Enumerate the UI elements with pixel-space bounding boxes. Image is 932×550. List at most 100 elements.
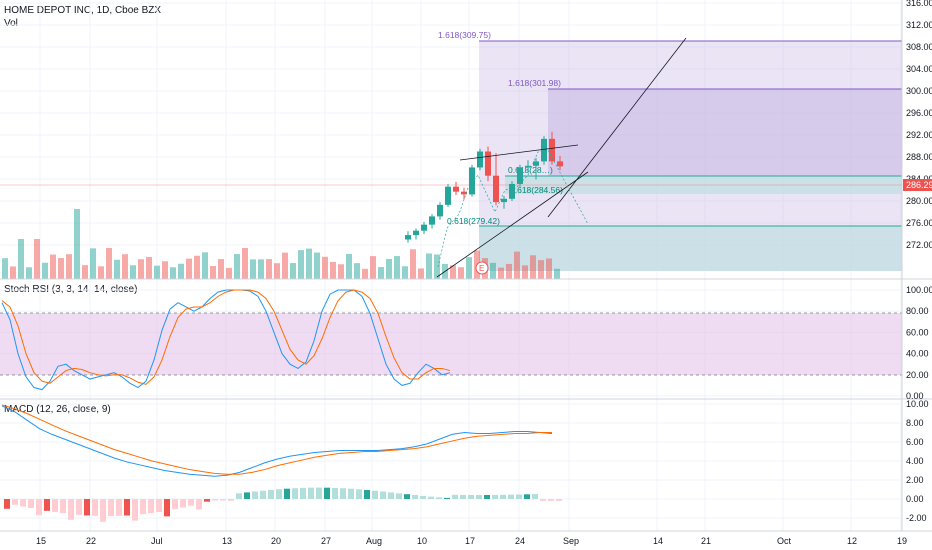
volume-bar: [10, 266, 16, 279]
macd-hist-bar: [212, 499, 218, 501]
macd-hist-bar: [420, 495, 426, 499]
candle-body: [557, 161, 563, 167]
volume-bar: [546, 258, 552, 279]
volume-bar: [378, 267, 384, 279]
macd-hist-bar: [92, 499, 98, 516]
volume-bar: [58, 258, 64, 279]
volume-bar: [290, 263, 296, 279]
macd-hist-bar: [340, 488, 346, 499]
volume-bar: [522, 265, 528, 279]
price-tick-label: 292.00: [906, 130, 932, 140]
volume-bar: [178, 263, 184, 279]
time-tick-label: 27: [321, 536, 331, 546]
volume-bar: [186, 258, 192, 279]
volume-bar: [362, 268, 368, 279]
candle-body: [525, 165, 531, 168]
volume-bar: [458, 267, 464, 279]
candle-body: [493, 175, 499, 203]
macd-line: [1, 405, 553, 477]
price-tick-label: 312.00: [906, 20, 932, 30]
volume-bar: [466, 257, 472, 279]
macd-hist-bar: [516, 494, 522, 499]
time-tick-label: Aug: [366, 536, 382, 546]
macd-tick-label: -2.00: [906, 513, 927, 523]
earnings-marker[interactable]: [475, 261, 489, 275]
volume-bar: [34, 239, 40, 279]
time-tick-label: Sep: [563, 536, 579, 546]
macd-hist-bar: [52, 499, 58, 513]
volume-bar: [194, 255, 200, 279]
volume-bar: [530, 255, 536, 279]
volume-bar: [338, 264, 344, 279]
macd-hist-bar: [404, 494, 410, 499]
macd-hist-bar: [276, 489, 282, 499]
volume-bar: [210, 266, 216, 279]
macd-hist-bar: [12, 499, 18, 505]
volume-bar: [370, 256, 376, 279]
time-tick-label: Oct: [777, 536, 792, 546]
macd-signal-line: [1, 404, 552, 475]
macd-hist-bar: [4, 499, 10, 509]
fib-label-5: 0.618(279.42): [447, 216, 500, 226]
macd-hist-bar: [348, 488, 354, 499]
volume-bar: [234, 254, 240, 279]
price-tick-label: 272.00: [906, 240, 932, 250]
volume-bar: [298, 250, 304, 279]
volume-bar: [90, 248, 96, 279]
macd-hist-bar: [428, 496, 434, 499]
macd-hist-bar: [204, 499, 210, 502]
stoch-tick-label: 80.00: [906, 306, 929, 316]
time-tick-label: Jul: [151, 536, 163, 546]
volume-bar: [274, 263, 280, 279]
macd-tick-label: 6.00: [906, 437, 924, 447]
candle-body: [429, 216, 435, 225]
trendline-upper[interactable]: [459, 144, 579, 161]
volume-bar: [266, 259, 272, 279]
trendline-projection[interactable]: [547, 37, 687, 218]
trendline-lower[interactable]: [436, 171, 589, 278]
volume-bar: [434, 254, 440, 279]
candle-body: [421, 224, 427, 231]
volume-bar: [426, 253, 432, 279]
volume-bar: [202, 252, 208, 279]
macd-hist-bar: [292, 488, 298, 499]
macd-hist-bar: [468, 494, 474, 499]
macd-hist-bar: [364, 489, 370, 499]
macd-hist-bar: [236, 493, 242, 499]
last-price-value: 286.29: [906, 180, 932, 190]
macd-hist-bar: [124, 499, 130, 516]
volume-bars: [2, 209, 560, 279]
time-tick-label: 14: [653, 536, 663, 546]
volume-bar: [98, 266, 104, 279]
macd-axis: 10.00 8.00 6.00 4.00 2.00 0.00 -2.00: [906, 399, 929, 523]
candle-body: [517, 167, 523, 184]
macd-histogram: [4, 487, 562, 522]
earnings-marker-label: E: [479, 264, 484, 273]
macd-hist-bar: [76, 499, 82, 515]
volume-bar: [42, 262, 48, 279]
volume-bar: [322, 256, 328, 279]
time-tick-label: 20: [271, 536, 281, 546]
price-tick-label: 280.00: [906, 196, 932, 206]
macd-hist-bar: [308, 487, 314, 499]
macd-hist-bar: [372, 490, 378, 499]
candle-body: [461, 191, 467, 195]
macd-tick-label: 8.00: [906, 418, 924, 428]
volume-bar: [394, 256, 400, 279]
macd-hist-bar: [540, 499, 546, 501]
candle-body: [501, 198, 507, 203]
stoch-axis: 100.00 80.00 60.00 40.00 20.00 0.00: [906, 285, 932, 401]
time-axis: 15 22 Jul 13 20 27 Aug 10 17 24 Sep 14 21 Oct 12 19: [36, 536, 907, 546]
time-tick-label: 15: [36, 536, 46, 546]
macd-hist-bar: [84, 499, 90, 516]
macd-hist-bar: [156, 499, 162, 513]
volume-bar: [218, 259, 224, 279]
macd-hist-bar: [436, 497, 442, 499]
candle-body: [453, 186, 459, 192]
macd-hist-bar: [508, 494, 514, 499]
macd-hist-bar: [244, 492, 250, 499]
volume-bar: [106, 247, 112, 279]
macd-hist-bar: [60, 499, 66, 514]
macd-hist-bar: [268, 489, 274, 499]
